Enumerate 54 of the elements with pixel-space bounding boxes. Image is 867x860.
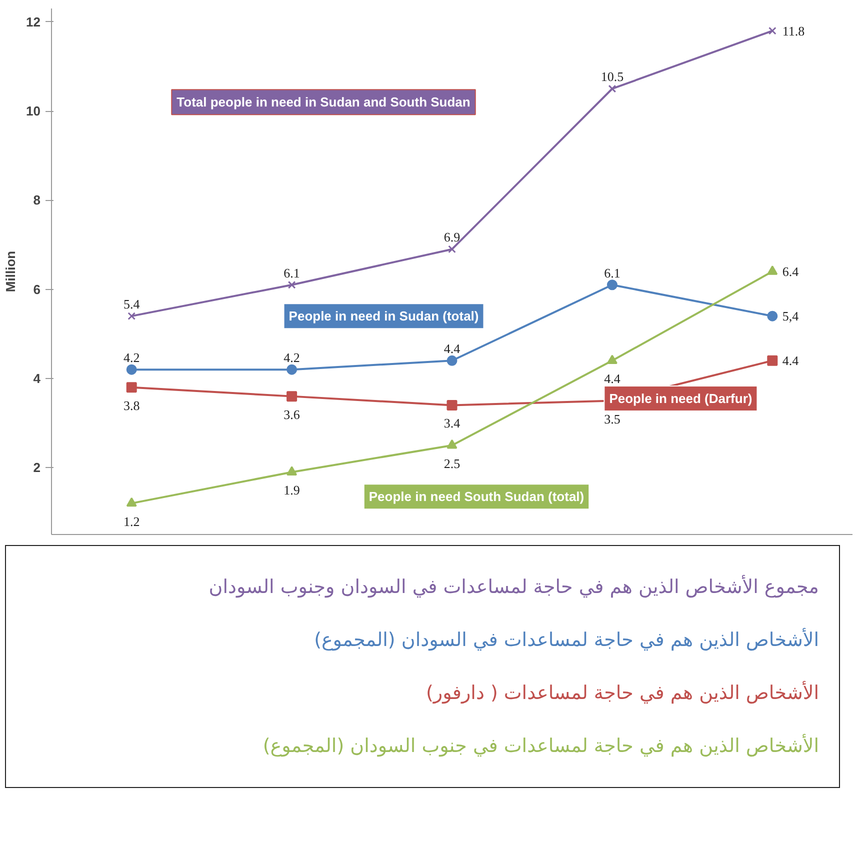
point [768,26,776,35]
point [446,400,458,410]
data-label: 2.5 [444,456,460,471]
series-label: People in need (Darfur) [609,391,752,406]
text: الأشخاص الذين هم في حاجة لمساعدات في السودان (المجموع) [313,627,819,654]
text: الأشخاص الذين هم في حاجة لمساعدات ( دارفور) [425,680,819,706]
point [286,466,298,476]
text: الأشخاص الذين هم في حاجة لمساعدات في جنوب السودان (المجموع) [262,733,819,760]
point [446,355,458,366]
data-label: 1.9 [284,482,300,498]
point [606,354,618,364]
text: Total people in need in Sudan and South Sudan [176,94,470,110]
point [288,280,296,289]
y-tick-label: 8 [33,192,41,208]
data-label: 6.4 [782,264,800,279]
point [608,84,616,93]
point [606,280,618,290]
point [767,266,778,275]
y-tick-label: 6 [33,282,41,297]
data-label: 6.1 [284,265,300,280]
point [767,310,778,322]
data-label: 4.2 [284,350,300,366]
series-label: People in need in Sudan (total) [288,308,479,324]
point [446,439,458,449]
data-label: 4.4 [444,341,461,356]
data-label: 10.5 [600,69,624,84]
data-label: 1.2 [123,514,140,529]
y-tick-label: 2 [33,460,41,476]
point [126,382,137,393]
data-label: 3.5 [604,411,620,426]
y-tick-label: 12 [26,14,41,30]
point [286,391,298,402]
y-tick-label: 10 [26,104,41,119]
point [126,364,137,375]
point [286,364,298,375]
point [767,355,778,366]
data-label: 3.4 [444,416,461,431]
data-label: 4.4 [604,371,621,386]
point [448,245,456,254]
point [126,497,137,507]
data-label: 6.1 [604,265,620,280]
data-label: 11.8 [782,23,805,38]
data-label: 4.4 [782,353,800,368]
y-tick-label: 4 [33,370,42,386]
data-label: 4.2 [123,350,140,366]
data-label: 5,4 [782,308,800,324]
data-label: 3.6 [284,406,300,422]
data-label: 5.4 [123,296,140,312]
text: People in need South Sudan (total) [368,489,584,504]
point [128,312,136,320]
y-axis-title: Million [3,250,18,292]
data-label: 6.9 [444,230,460,245]
text: مجموع الأشخاص الذين هم في حاجة لمساعدات في السودان وجنوب السودان [208,574,819,600]
data-label: 3.8 [123,398,140,413]
